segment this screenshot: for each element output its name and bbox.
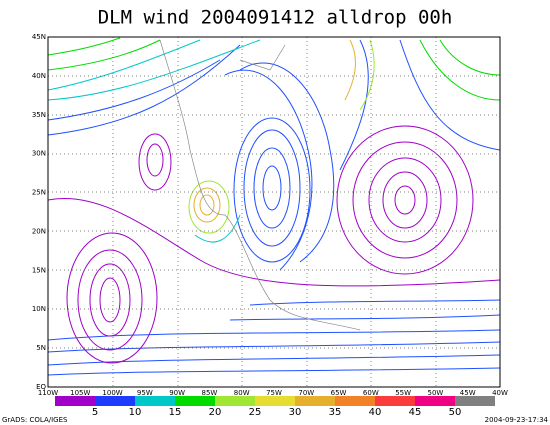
footer-right: 2004-09-23-17:34	[485, 416, 549, 424]
lat-label: 5N	[36, 344, 46, 352]
axis-labels: EQ 5N 10N 15N 20N 25N 30N 35N 40N 45N 110W 105W 100W…	[32, 33, 508, 397]
colorbar-label: 25	[249, 407, 262, 418]
colorbar-swatch	[335, 396, 375, 406]
lat-label: 30N	[32, 150, 46, 158]
lat-label: 10N	[32, 305, 46, 313]
lon-label: 100W	[102, 389, 122, 397]
lon-label: 65W	[331, 389, 347, 397]
colorbar-swatch	[215, 396, 255, 406]
lon-label: 80W	[234, 389, 250, 397]
streamlines	[47, 36, 501, 388]
colorbar-swatch	[135, 396, 175, 406]
colorbar-swatch	[95, 396, 135, 406]
lat-label: 25N	[32, 189, 46, 197]
colorbar-swatch	[255, 396, 295, 406]
colorbar-swatch	[375, 396, 415, 406]
colorbar-label: 10	[129, 407, 142, 418]
lat-label: 35N	[32, 111, 46, 119]
colorbar: 5 10 15 20 25 30 35 40 45 50	[55, 396, 495, 418]
colorbar-swatch	[175, 396, 215, 406]
colorbar-swatch	[455, 396, 495, 406]
lon-label: 75W	[266, 389, 282, 397]
title: DLM wind 2004091412 alldrop 00h	[98, 7, 453, 29]
colorbar-label: 20	[209, 407, 222, 418]
lon-label: 45W	[460, 389, 476, 397]
colorbar-label: 5	[92, 407, 98, 418]
lon-label: 70W	[298, 389, 314, 397]
lon-label: 85W	[202, 389, 218, 397]
colorbar-label: 30	[289, 407, 302, 418]
lon-label: 55W	[395, 389, 411, 397]
lon-label: 110W	[38, 389, 58, 397]
lon-label: 50W	[428, 389, 444, 397]
colorbar-label: 45	[409, 407, 422, 418]
colorbar-label: 15	[169, 407, 182, 418]
footer-left: GrADS: COLA/IGES	[2, 416, 68, 424]
lat-label: EQ	[36, 383, 46, 391]
colorbar-swatch	[295, 396, 335, 406]
lat-label: 45N	[32, 33, 46, 41]
lat-label: 20N	[32, 227, 46, 235]
lon-label: 90W	[169, 389, 185, 397]
lon-label: 60W	[363, 389, 379, 397]
lon-label: 105W	[70, 389, 90, 397]
colorbar-label: 35	[329, 407, 342, 418]
colorbar-swatch	[55, 396, 95, 406]
colorbar-swatch	[415, 396, 455, 406]
colorbar-label: 40	[369, 407, 382, 418]
lon-label: 40W	[492, 389, 508, 397]
lat-label: 15N	[32, 266, 46, 274]
lat-label: 40N	[32, 72, 46, 80]
colorbar-label: 50	[449, 407, 462, 418]
lon-label: 95W	[137, 389, 153, 397]
